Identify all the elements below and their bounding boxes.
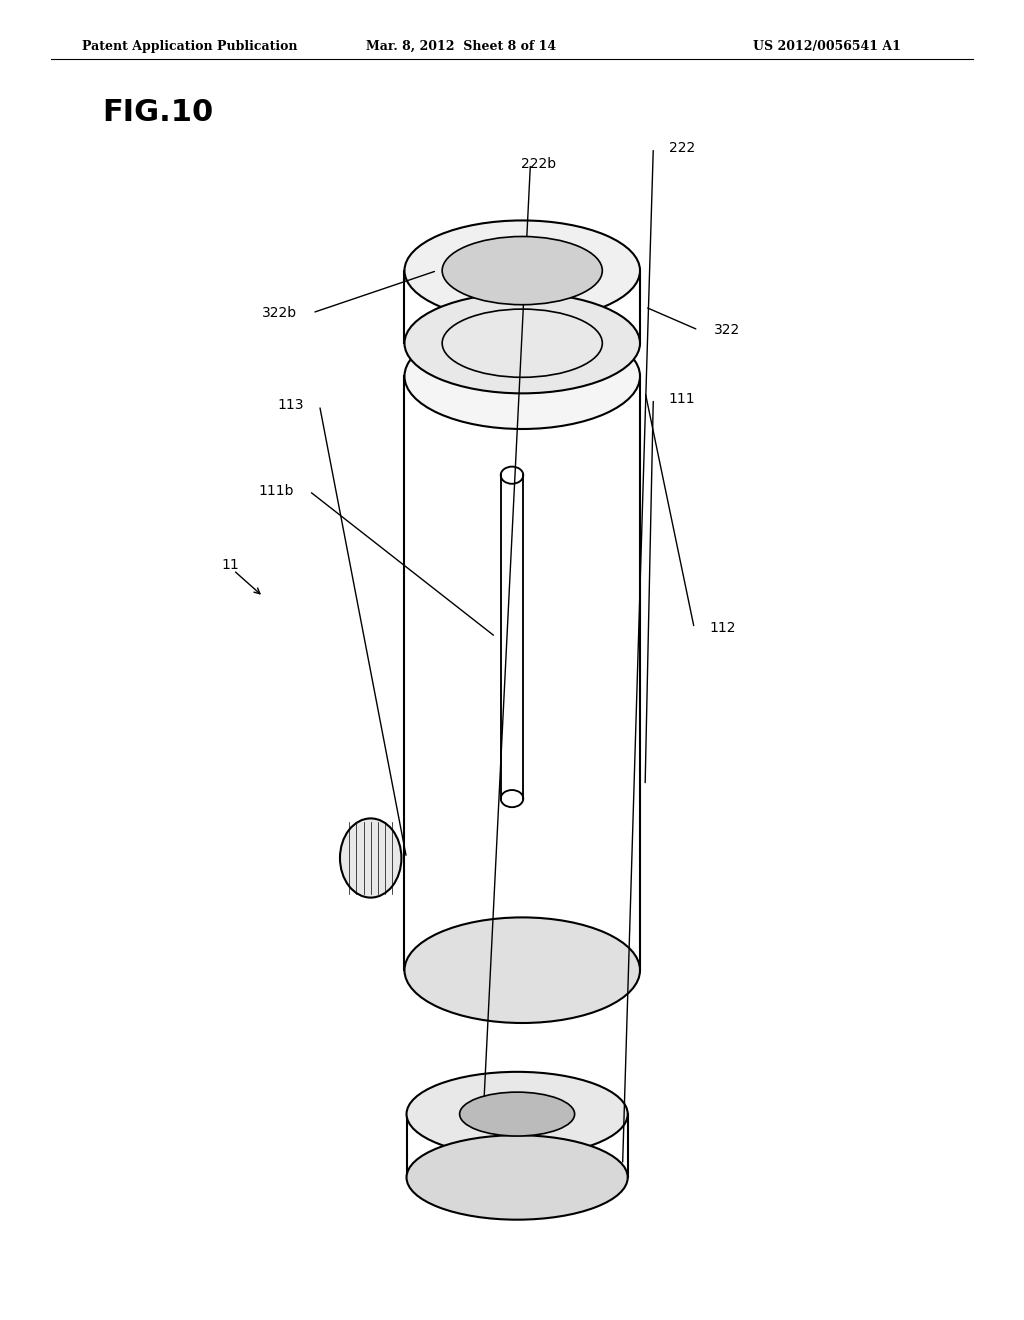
Ellipse shape — [407, 1135, 628, 1220]
Text: 322b: 322b — [262, 306, 297, 319]
Ellipse shape — [404, 220, 640, 321]
Text: US 2012/0056541 A1: US 2012/0056541 A1 — [754, 40, 901, 53]
Text: 111: 111 — [669, 392, 695, 405]
Text: Mar. 8, 2012  Sheet 8 of 14: Mar. 8, 2012 Sheet 8 of 14 — [366, 40, 556, 53]
Text: 322: 322 — [714, 323, 740, 337]
Ellipse shape — [442, 236, 602, 305]
Text: 111b: 111b — [258, 484, 294, 498]
Ellipse shape — [404, 293, 640, 393]
Text: FIG.10: FIG.10 — [102, 98, 214, 127]
Text: Patent Application Publication: Patent Application Publication — [82, 40, 297, 53]
Text: 222: 222 — [669, 141, 695, 154]
Ellipse shape — [404, 323, 640, 429]
Ellipse shape — [460, 1092, 574, 1137]
Text: 112: 112 — [710, 622, 736, 635]
Ellipse shape — [404, 917, 640, 1023]
Text: 11: 11 — [221, 558, 240, 572]
Circle shape — [340, 818, 401, 898]
Text: 113: 113 — [278, 399, 304, 412]
Text: 222b: 222b — [521, 157, 556, 170]
Ellipse shape — [407, 1072, 628, 1156]
